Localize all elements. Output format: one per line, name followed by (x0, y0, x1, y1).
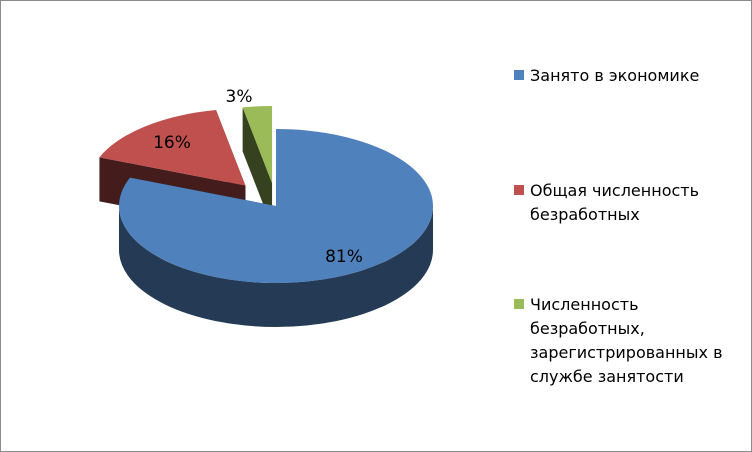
legend-item-employed: Занято в экономике (514, 64, 740, 88)
data-label-registered-unemployed: 3% (226, 87, 253, 107)
pie-slice-registered-unemployed (242, 106, 273, 228)
legend-item-registered-unemployed: Численность безработных, зарегистрирован… (514, 293, 740, 389)
legend-swatch-employed (514, 70, 524, 80)
legend-item-unemployed-total: Общая численность безработных (514, 179, 740, 227)
legend-swatch-registered-unemployed (514, 299, 524, 309)
legend-label-unemployed-total: Общая численность безработных (530, 181, 700, 224)
legend-label-registered-unemployed: Численность безработных, зарегистрирован… (530, 295, 723, 386)
pie-slice-employed (119, 129, 433, 327)
data-label-unemployed-total: 16% (153, 133, 191, 153)
data-label-employed: 81% (325, 247, 363, 267)
legend-swatch-unemployed-total (514, 185, 524, 195)
legend-label-employed: Занято в экономике (530, 66, 700, 85)
